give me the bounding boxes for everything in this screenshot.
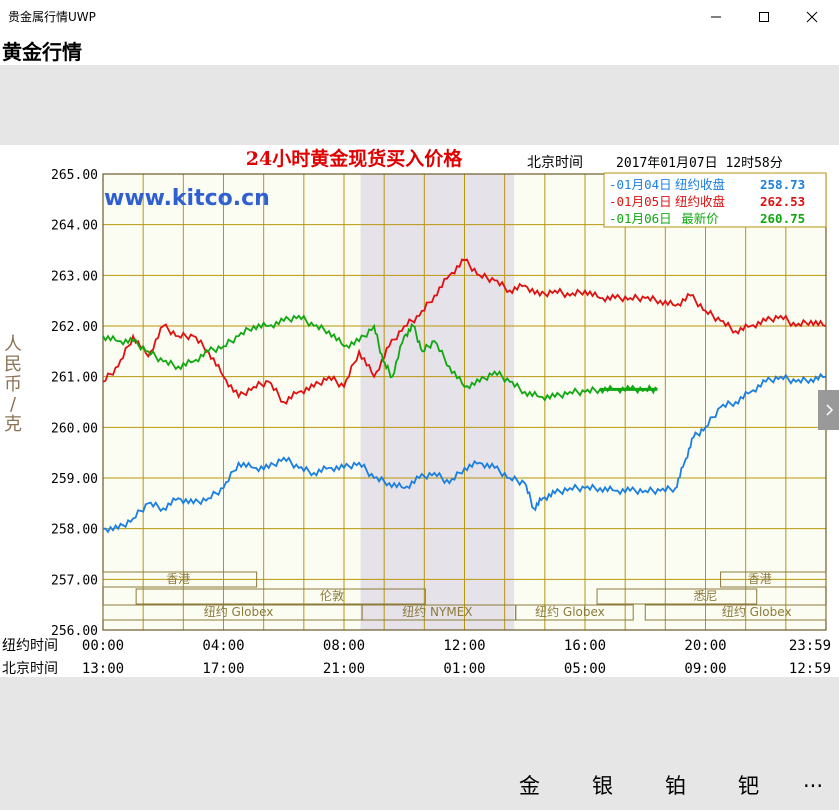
bj-tick-label: 13:00 (82, 661, 124, 677)
watermark-text: www.kitco.cn (104, 186, 270, 211)
session-hongkong-bar (102, 571, 258, 588)
session-ny-globex-2-label: 纽约 Globex (535, 604, 605, 619)
session-ny-globex-2-bar (515, 604, 634, 621)
session-london-label: 伦敦 (320, 588, 344, 603)
page-header: 黄金行情 (0, 33, 839, 65)
ny-tick-label: 20:00 (684, 638, 726, 654)
app-title: 贵金属行情UWP (8, 10, 96, 24)
legend-label-0: 纽约收盘 (675, 177, 725, 192)
y-tick-label: 257.00 (51, 573, 98, 588)
session-london-bar (135, 588, 426, 605)
session-ny-nymex-label: 纽约 NYMEX (402, 604, 472, 619)
next-chart-button[interactable] (818, 390, 839, 430)
ny-tick-label: 12:00 (443, 638, 485, 654)
y-tick-label: 261.00 (51, 371, 98, 386)
y-tick-label: 258.00 (51, 523, 98, 538)
chevron-right-icon (825, 404, 833, 416)
close-icon (806, 11, 818, 22)
ny-tick-label: 00:00 (82, 638, 124, 654)
more-button[interactable]: ... (803, 768, 824, 792)
maximize-icon (759, 11, 769, 22)
session-hongkong-label: 香港 (166, 572, 190, 586)
legend-date-2: -01月06日 (609, 211, 672, 226)
bj-tick-label: 09:00 (684, 661, 726, 677)
legend-date-0: -01月04日 (609, 177, 672, 192)
bj-tick-label: 12:59 (789, 661, 831, 677)
y-axis-label-char: 克 (4, 414, 22, 435)
session-sydney-label: 悉尼 (693, 589, 717, 603)
y-axis-label-char: / (10, 394, 17, 415)
y-tick-label: 264.00 (51, 219, 98, 234)
y-axis-label-char: 币 (4, 374, 22, 395)
legend-date-1: -01月05日 (609, 194, 672, 209)
close-button[interactable] (789, 0, 835, 33)
bj-tick-label: 17:00 (202, 661, 244, 677)
bj-tick-label: 05:00 (564, 661, 606, 677)
beijing-time-label: 北京时间 (527, 155, 583, 171)
ny-tick-label: 23:59 (789, 638, 831, 654)
y-tick-label: 256.00 (51, 624, 98, 639)
minimize-button[interactable] (693, 0, 739, 33)
nav-silver-button[interactable]: 银 (592, 774, 613, 798)
session-ny-globex-3-label: 纽约 Globex (722, 604, 792, 619)
ny-tick-label: 08:00 (323, 638, 365, 654)
nav-platinum-button[interactable]: 铂 (665, 774, 686, 798)
bj-tick-label: 01:00 (443, 661, 485, 677)
y-tick-label: 262.00 (51, 320, 98, 335)
legend-box (603, 172, 827, 228)
bj-time-row-label: 北京时间 (2, 661, 58, 677)
nymex-shade (360, 174, 515, 630)
y-tick-label: 260.00 (51, 421, 98, 436)
legend-label-2: 最新价 (681, 211, 719, 226)
series-line-1 (102, 258, 826, 405)
ny-tick-label: 04:00 (202, 638, 244, 654)
session-hongkong-2-bar (720, 571, 827, 588)
title-bar: 贵金属行情UWP (0, 0, 839, 33)
nav-gold-button[interactable]: 金 (519, 774, 540, 798)
nav-palladium-button[interactable]: 钯 (738, 774, 759, 798)
session-ny-globex-3-bar (644, 604, 827, 621)
maximize-button[interactable] (741, 0, 787, 33)
page-title: 黄金行情 (2, 40, 82, 64)
session-sydney-bar (596, 588, 758, 605)
legend-value-0: 258.73 (760, 177, 805, 192)
bj-tick-label: 21:00 (323, 661, 365, 677)
chart-timestamp: 2017年01月07日 12时58分 (616, 156, 783, 171)
session-ny-globex-label: 纽约 Globex (204, 604, 274, 619)
y-tick-label: 259.00 (51, 472, 98, 487)
y-axis-label-char: 民 (4, 354, 22, 375)
series-line-2 (102, 314, 658, 402)
chart-title: 24小时黄金现货买入价格 (246, 147, 463, 170)
gold-price-chart: 265.00 264.00 263.00 262.00 261.00 260.00 259.… (0, 145, 839, 677)
y-tick-label: 265.00 (51, 168, 98, 183)
y-axis-label-char: 人 (4, 334, 22, 355)
ny-tick-label: 16:00 (564, 638, 606, 654)
ny-time-row-label: 纽约时间 (2, 638, 58, 654)
bottom-app-bar: 金 银 铂 钯 ... (0, 760, 839, 810)
legend-label-1: 纽约收盘 (675, 194, 725, 209)
minimize-icon (711, 16, 721, 17)
session-hongkong-2-label: 香港 (748, 572, 772, 586)
y-tick-label: 263.00 (51, 269, 98, 284)
legend-value-1: 262.53 (760, 194, 805, 209)
chart-svg: 265.00 264.00 263.00 262.00 261.00 260.00 259.… (2, 147, 831, 677)
series-line-0 (103, 372, 826, 534)
legend-value-2: 260.75 (760, 211, 805, 226)
